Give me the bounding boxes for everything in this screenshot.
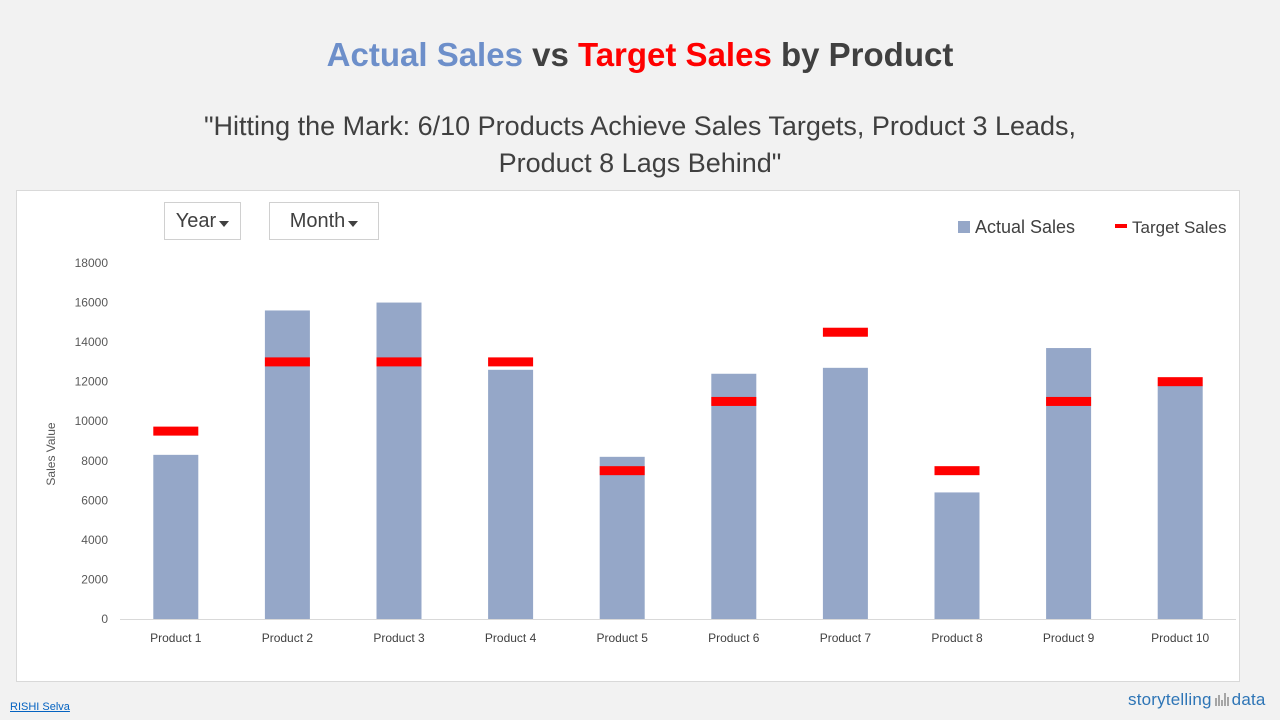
chart-subtitle: "Hitting the Mark: 6/10 Products Achieve… [140, 108, 1140, 182]
title-actual-sales: Actual Sales [326, 36, 523, 73]
actual-sales-bar [599, 456, 645, 619]
actual-sales-bar [1046, 348, 1092, 619]
brand-text-data: data [1231, 690, 1266, 709]
target-sales-marker [376, 357, 422, 367]
chart-title: Actual Sales vs Target Sales by Product [0, 36, 1280, 74]
title-target-sales: Target Sales [577, 36, 772, 73]
target-sales-marker [153, 426, 199, 436]
y-tick-label: 6000 [81, 493, 108, 507]
month-filter-label: Month [289, 209, 346, 232]
month-filter-button[interactable]: Month [269, 202, 379, 240]
x-axis-ticks: Product 1 Product 2 Product 3 Product 4 Prod… [150, 631, 1209, 645]
legend-target-label: Target Sales [1132, 218, 1227, 237]
chevron-down-icon [219, 221, 230, 227]
actual-sales-bars [153, 302, 1203, 619]
y-tick-label: 14000 [75, 335, 109, 349]
actual-sales-bar [264, 310, 310, 619]
brand-text-storytelling: storytelling [1128, 690, 1212, 709]
actual-sales-bar [488, 369, 534, 619]
x-tick-label: Product 8 [931, 631, 983, 645]
x-tick-label: Product 1 [150, 631, 202, 645]
y-tick-label: 8000 [81, 454, 108, 468]
x-tick-label: Product 2 [262, 631, 314, 645]
target-sales-marker [1157, 377, 1203, 387]
actual-sales-bar [153, 454, 199, 619]
brand-logo: storytelling data [1128, 690, 1266, 710]
actual-sales-bar [1157, 385, 1203, 619]
year-filter-button[interactable]: Year [164, 202, 241, 240]
legend-actual-label: Actual Sales [975, 217, 1075, 237]
y-axis-ticks: 0 2000 4000 6000 8000 10000 12000 14000 16000 180… [75, 256, 109, 626]
y-tick-label: 2000 [81, 572, 108, 586]
legend: Actual Sales Target Sales [958, 217, 1227, 237]
x-tick-label: Product 10 [1151, 631, 1209, 645]
target-sales-marker [488, 357, 534, 367]
title-by-product: by Product [771, 36, 954, 73]
target-sales-marker [264, 357, 310, 367]
x-tick-label: Product 7 [820, 631, 872, 645]
y-axis-label: Sales Value [44, 422, 58, 485]
target-sales-marker [599, 466, 645, 476]
y-tick-label: 10000 [75, 414, 109, 428]
x-tick-label: Product 5 [597, 631, 649, 645]
actual-sales-bar [376, 302, 422, 619]
subtitle-line-2: Product 8 Lags Behind" [498, 148, 782, 178]
y-tick-label: 0 [101, 612, 108, 626]
actual-sales-bar [822, 367, 868, 619]
chevron-down-icon [348, 221, 359, 227]
y-tick-label: 12000 [75, 375, 109, 389]
title-vs: vs [522, 36, 578, 73]
y-tick-label: 16000 [75, 296, 109, 310]
x-tick-label: Product 3 [373, 631, 425, 645]
target-sales-marker [711, 396, 757, 406]
legend-actual-swatch [958, 221, 970, 233]
target-sales-markers [153, 327, 1203, 476]
target-sales-marker [822, 327, 868, 337]
target-sales-marker [1046, 396, 1092, 406]
x-tick-label: Product 4 [485, 631, 537, 645]
x-tick-label: Product 6 [708, 631, 760, 645]
legend-target-swatch [1115, 224, 1127, 228]
actual-sales-bar [934, 492, 980, 619]
target-sales-marker [934, 466, 980, 476]
y-tick-label: 18000 [75, 256, 109, 270]
bar-chart-icon [1214, 693, 1229, 706]
actual-sales-bar [711, 373, 757, 619]
author-link[interactable]: RISHI Selva [10, 701, 70, 713]
y-tick-label: 4000 [81, 533, 108, 547]
x-tick-label: Product 9 [1043, 631, 1095, 645]
subtitle-line-1: "Hitting the Mark: 6/10 Products Achieve… [203, 111, 1077, 141]
year-filter-label: Year [175, 209, 217, 232]
